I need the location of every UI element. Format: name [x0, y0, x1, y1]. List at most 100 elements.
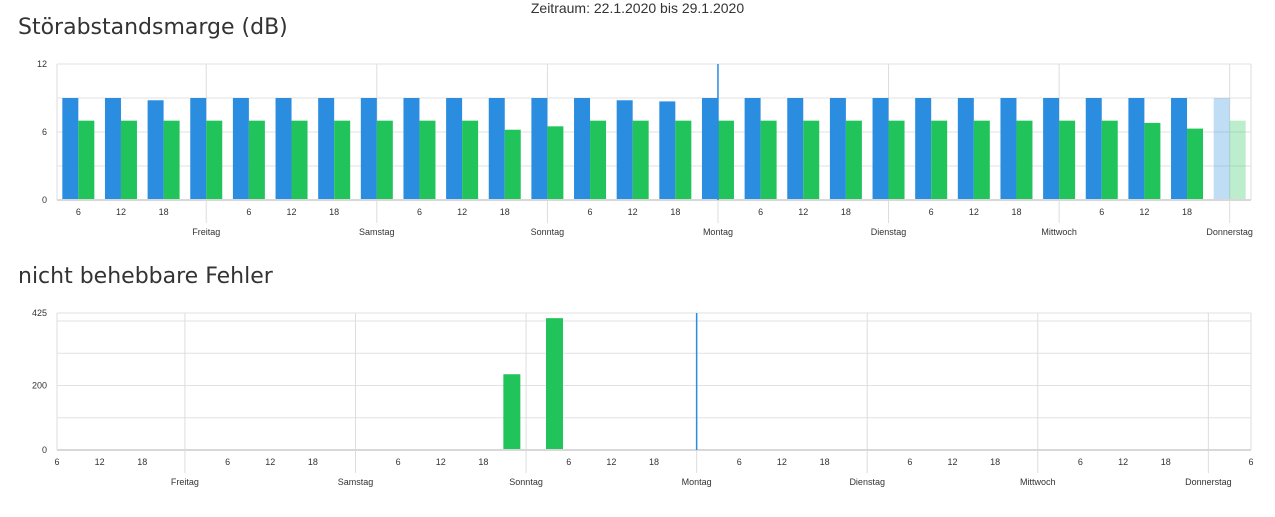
bar-upstream [376, 120, 393, 200]
hour-tick-label: 12 [628, 207, 638, 217]
bar-upstream [206, 120, 223, 200]
hour-tick-label: 6 [588, 207, 593, 217]
day-label: Sonntag [509, 477, 543, 487]
hour-tick-label: 12 [436, 457, 446, 467]
bar-downstream [744, 98, 761, 200]
bar-downstream [446, 98, 463, 200]
day-label: Montag [682, 477, 712, 487]
bar-upstream [590, 120, 607, 200]
hour-tick-label: 6 [246, 207, 251, 217]
bar-downstream [403, 98, 420, 200]
hour-tick-label: 12 [606, 457, 616, 467]
hour-tick-label: 6 [1078, 457, 1083, 467]
bar-downstream [616, 100, 633, 200]
hour-tick-label: 18 [820, 457, 830, 467]
bar-upstream [334, 120, 351, 200]
hour-tick-label: 12 [1118, 457, 1128, 467]
hour-tick-label: 12 [265, 457, 275, 467]
y-tick-label: 6 [42, 127, 47, 137]
hour-tick-label: 18 [137, 457, 147, 467]
bar-downstream [232, 98, 249, 200]
bar-upstream [803, 120, 820, 200]
bar-upstream [504, 129, 521, 200]
day-label: Montag [703, 227, 733, 237]
hour-tick-label: 6 [417, 207, 422, 217]
bar-upstream [931, 120, 948, 200]
bar-upstream [1101, 120, 1118, 200]
day-label: Samstag [338, 477, 374, 487]
y-tick-label: 12 [37, 59, 47, 69]
bar-upstream [1229, 120, 1246, 200]
day-label: Samstag [359, 227, 395, 237]
hour-tick-label: 6 [225, 457, 230, 467]
bar-upstream [717, 120, 734, 200]
hour-tick-label: 18 [1011, 207, 1021, 217]
bar-downstream [531, 98, 548, 200]
hour-tick-label: 6 [1099, 207, 1104, 217]
bar-downstream [1000, 98, 1017, 200]
bar-upstream [78, 120, 95, 200]
hour-tick-label: 18 [1182, 207, 1192, 217]
day-label: Mittwoch [1020, 477, 1056, 487]
day-label: Mittwoch [1041, 227, 1077, 237]
hour-tick-label: 18 [500, 207, 510, 217]
bar-downstream [62, 98, 79, 200]
hour-tick-label: 6 [907, 457, 912, 467]
hour-tick-label: 6 [758, 207, 763, 217]
bar-upstream [120, 120, 137, 200]
hour-tick-label: 12 [95, 457, 105, 467]
bar-downstream [829, 98, 846, 200]
hour-tick-label: 18 [329, 207, 339, 217]
bar-downstream [574, 98, 591, 200]
hour-tick-label: 6 [54, 457, 59, 467]
hour-tick-label: 6 [929, 207, 934, 217]
hour-tick-label: 18 [159, 207, 169, 217]
bar-downstream [1085, 98, 1102, 200]
bar-downstream [318, 98, 335, 200]
y-tick-label: 0 [42, 445, 47, 455]
bar-downstream [1171, 98, 1188, 200]
bar-errors [503, 374, 521, 450]
day-label: Donnerstag [1206, 227, 1253, 237]
bar-upstream [888, 120, 905, 200]
y-tick-label: 0 [42, 195, 47, 205]
bar-downstream [275, 98, 292, 200]
errors-chart-title: nicht behebbare Fehler [18, 264, 273, 289]
hour-tick-label: 12 [116, 207, 126, 217]
bar-downstream [701, 98, 718, 200]
hour-tick-label: 6 [76, 207, 81, 217]
bar-downstream [872, 98, 889, 200]
bar-upstream [973, 120, 990, 200]
bar-downstream [1128, 98, 1145, 200]
bar-upstream [462, 120, 479, 200]
bar-downstream [104, 98, 121, 200]
hour-tick-label: 6 [566, 457, 571, 467]
bar-downstream [787, 98, 804, 200]
period-label: Zeitraum: 22.1.2020 bis 29.1.2020 [530, 0, 745, 16]
bar-upstream [1187, 128, 1204, 200]
bar-downstream [1043, 98, 1060, 200]
y-tick-label: 200 [32, 381, 47, 391]
bar-upstream [163, 120, 180, 200]
bar-downstream [190, 98, 207, 200]
day-label: Sonntag [531, 227, 565, 237]
bar-upstream [248, 120, 265, 200]
day-label: Donnerstag [1185, 477, 1232, 487]
bar-upstream [845, 120, 862, 200]
hour-tick-label: 12 [1139, 207, 1149, 217]
hour-tick-label: 12 [798, 207, 808, 217]
bar-downstream [1213, 98, 1230, 200]
bar-downstream [957, 98, 974, 200]
hour-tick-label: 18 [649, 457, 659, 467]
bar-upstream [291, 120, 308, 200]
bar-upstream [1144, 122, 1161, 200]
bar-downstream [360, 98, 377, 200]
hour-tick-label: 12 [287, 207, 297, 217]
hour-tick-label: 18 [478, 457, 488, 467]
bar-downstream [659, 101, 676, 200]
bar-upstream [675, 120, 692, 200]
day-label: Freitag [192, 227, 220, 237]
hour-tick-label: 18 [841, 207, 851, 217]
hour-tick-label: 12 [947, 457, 957, 467]
